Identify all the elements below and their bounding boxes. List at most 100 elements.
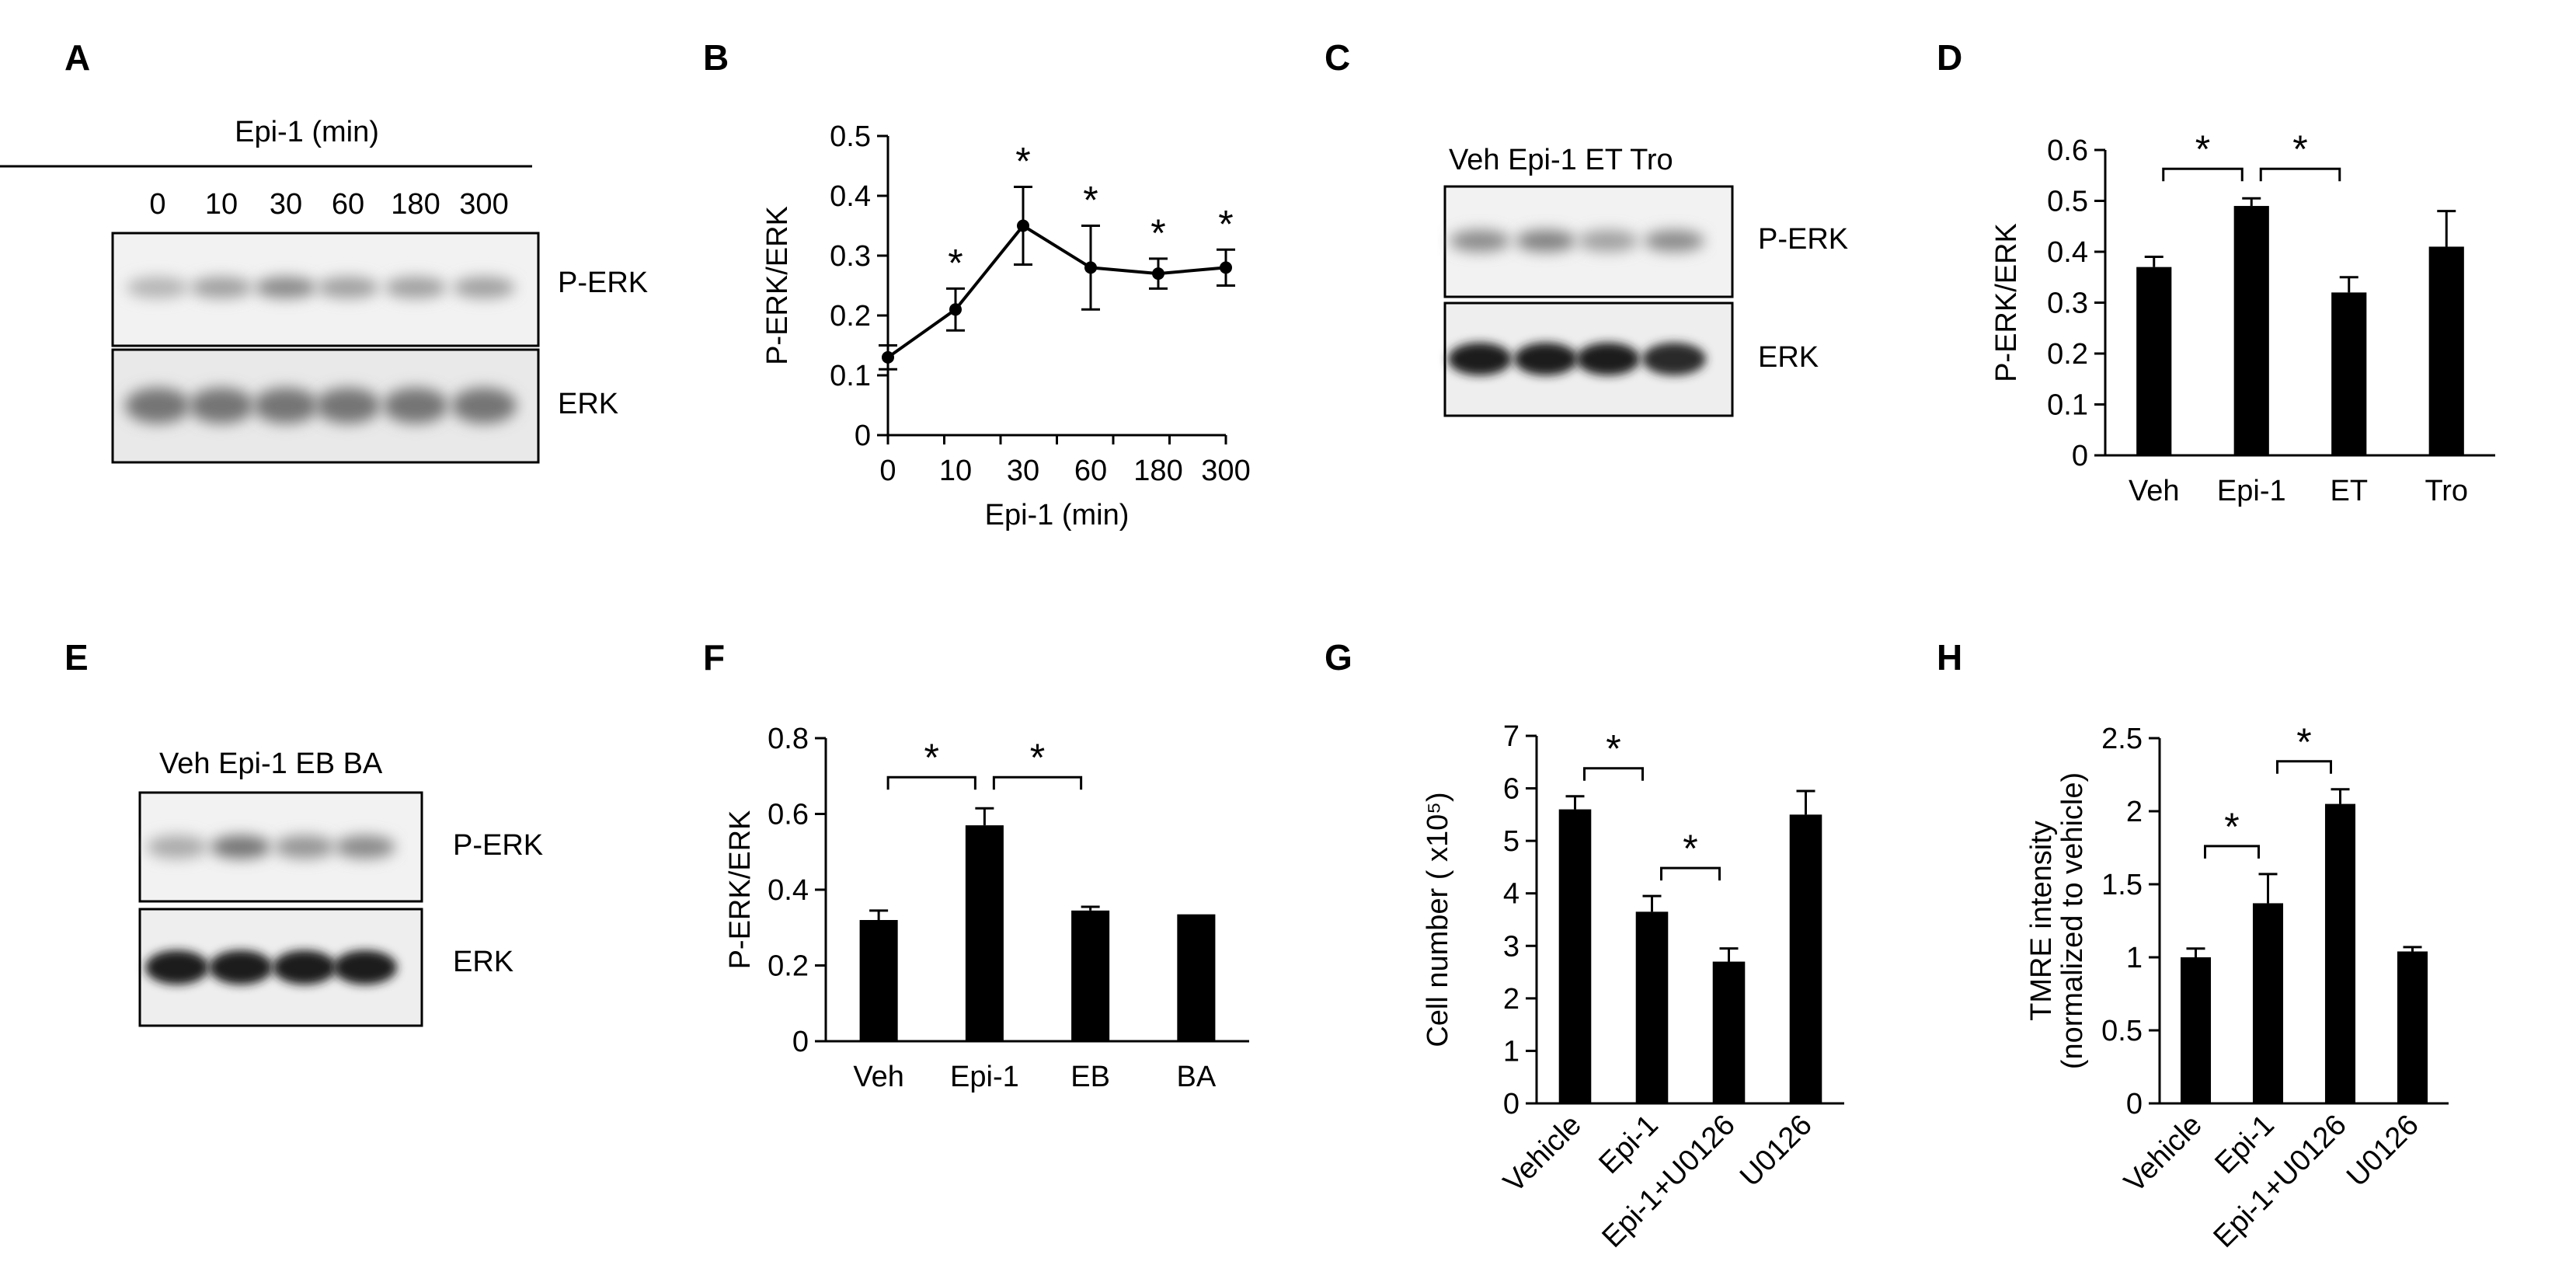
blot-e-erk-band-1 [209,950,273,984]
chart-g-significance-bracket [1583,767,1644,781]
chart-d-y-tick-label: 0.2 [2047,338,2088,371]
chart-f-significance-star: * [924,736,939,779]
chart-b-y-tick-label: 0.5 [830,120,871,153]
chart-d-y-tick-label: 0.1 [2047,389,2088,422]
chart-d-bar [2331,292,2367,455]
chart-b-data-point [1220,261,1232,274]
chart-b-series-line [886,223,1227,359]
blot-a-lane-0: 0 [149,188,165,221]
blot-c-erk-band-0 [1448,343,1512,375]
blot-a-lane-3: 60 [332,188,364,221]
chart-b-y-tick-label: 0.1 [830,360,871,392]
blot-e: Veh Epi-1 EB BA P-ERK ERK [138,748,543,1027]
chart-h-y-tick-label: 2.5 [2101,723,2143,755]
chart-d-x-tick-label: Tro [2425,475,2468,507]
chart-b-x-tick-label: 30 [1007,455,1039,487]
chart-b-significance-star: * [1218,202,1233,246]
chart-f-x-tick-label: EB [1070,1061,1110,1093]
chart-b-y-axis-label: P-ERK/ERK [761,206,794,365]
chart-g-y-tick-label: 6 [1503,773,1519,806]
chart-d-x-tick-label: Epi-1 [2217,475,2286,507]
chart-d-significance-bracket [2162,167,2244,182]
panel-label-g: G [1325,637,1352,678]
chart-h-significance-bracket [2276,760,2332,774]
blot-e-perk-band-3 [335,835,395,859]
panel-label-h: H [1937,637,1962,678]
chart-g-y-tick-label: 0 [1503,1088,1519,1120]
blot-c: Veh Epi-1 ET Tro P-ERK ERK [1443,144,1848,417]
chart-f-significance-bracket [886,775,976,790]
chart-b-y-tick-label: 0.3 [830,240,871,273]
chart-g-bar [1558,809,1592,1103]
blot-a-perk-bands [127,277,515,298]
blot-c-erk-bands [1448,343,1706,375]
chart-d-y-tick-label: 0.4 [2047,236,2088,269]
panel-label-d: D [1937,37,1962,78]
chart-b-significance-star: * [1150,211,1165,255]
chart-b-data-point [1084,261,1097,274]
chart-h-significance-star: * [2224,805,2239,849]
chart-f-x-tick-label: Epi-1 [950,1061,1019,1093]
blot-a-erk-band-2 [253,388,319,423]
blot-c-perk-label: P-ERK [1758,223,1848,256]
chart-b: 0 0.1 0.2 0.3 0.4 0.5 0 10 * 30 * 60 * 180 * 300 * Epi-1 … [761,120,1251,531]
chart-d-y-tick-label: 0.5 [2047,186,2088,218]
chart-h-y-tick-label: 2 [2126,796,2143,828]
blot-c-erk-band-2 [1576,343,1640,375]
chart-f-y-tick-label: 0.2 [768,950,809,983]
blot-a-lane-2: 30 [270,188,302,221]
chart-f-y-tick-label: 0.4 [768,874,809,907]
blot-c-erk-label: ERK [1758,341,1819,374]
blot-a-header: Epi-1 (min) [235,116,379,148]
blot-a-lane-5: 300 [459,188,508,221]
chart-d-y-tick-label: 0 [2072,440,2088,472]
blot-e-erk-bands [145,950,397,984]
chart-g-y-tick-label: 2 [1503,983,1519,1016]
chart-g-y-tick-label: 3 [1503,930,1519,963]
chart-h-bar [2397,951,2428,1103]
chart-h-significance-star: * [2296,720,2311,764]
panel-label-b: B [703,37,729,78]
blot-a-erk-bands [125,388,517,423]
chart-f-y-axis-label: P-ERK/ERK [724,810,757,970]
blot-e-erk-label: ERK [453,946,513,978]
chart-h-bar [2324,803,2356,1103]
chart-b-data-point [1152,267,1164,281]
chart-d-y-axis-label: P-ERK/ERK [1990,223,2023,382]
chart-g-significance-star: * [1606,727,1620,771]
chart-d: 0 0.1 0.2 0.3 0.4 0.5 0.6 Veh Epi-1 ET Tro * * P-ERK/… [1990,127,2495,507]
blot-c-erk-band-1 [1514,343,1578,375]
blot-e-lanes: Veh Epi-1 EB BA [159,748,383,780]
chart-b-data-point [1017,219,1029,232]
chart-d-bar [2233,206,2269,455]
chart-f-bar [965,825,1004,1041]
chart-h-bar [2252,903,2284,1103]
blot-a-perk-label: P-ERK [558,267,648,299]
chart-h-y-tick-label: 1 [2126,942,2143,974]
chart-h-y-axis-label-2: (normalized to vehicle) [2056,772,2089,1069]
blot-c-lanes: Veh Epi-1 ET Tro [1449,144,1673,176]
blot-c-perk-bands [1450,230,1704,252]
chart-b-x-tick-label: 0 [879,455,896,487]
chart-d-y-tick-label: 0.3 [2047,288,2088,320]
blot-c-perk-band-3 [1644,230,1704,252]
chart-d-y-tick-label: 0.6 [2047,134,2088,167]
chart-b-x-tick-label: 10 [939,455,972,487]
chart-f-x-tick-label: Veh [853,1061,904,1093]
blot-e-perk-band-1 [211,835,271,859]
chart-d-significance-star: * [2195,127,2210,171]
chart-g-y-tick-label: 5 [1503,825,1519,858]
chart-h-x-tick-label: U0126 [2341,1109,2425,1194]
blot-e-erk-band-0 [145,950,209,984]
blot-a-perk-band-2 [255,277,317,298]
chart-f-x-tick-label: BA [1177,1061,1217,1093]
chart-h-x-tick-label: Epi-1+U0126 [2208,1109,2353,1254]
blot-e-erk-band-2 [273,950,336,984]
blot-e-perk-band-0 [147,835,207,859]
chart-f-y-tick-label: 0.6 [768,799,809,831]
blot-c-perk-band-0 [1450,230,1510,252]
blot-a-erk-band-5 [451,388,517,423]
blot-a-perk-band-3 [317,277,379,298]
chart-d-x-tick-label: Veh [2129,475,2180,507]
